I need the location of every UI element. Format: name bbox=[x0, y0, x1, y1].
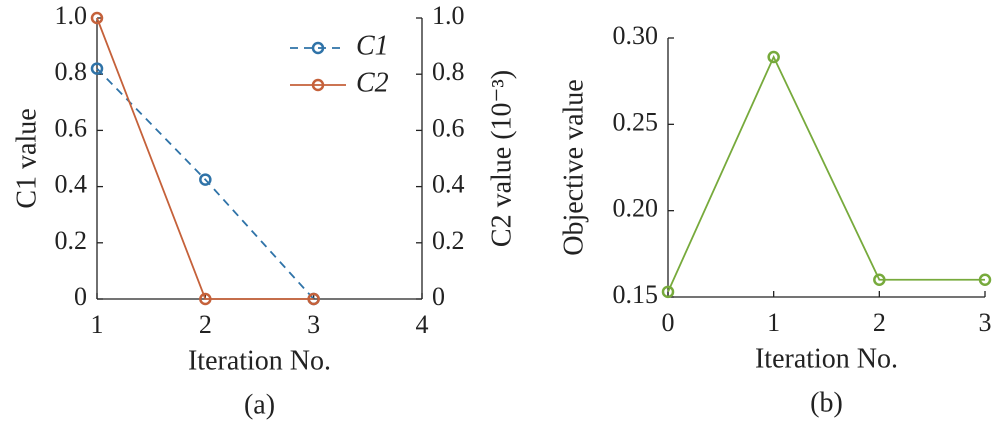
x-tick-label: 3 bbox=[979, 308, 992, 337]
caption: (b) bbox=[810, 387, 843, 418]
legend-marker bbox=[311, 78, 325, 92]
marker bbox=[199, 292, 212, 306]
y-tick-label: 0.25 bbox=[613, 107, 659, 136]
legend-label: C2 bbox=[356, 67, 389, 98]
marker bbox=[199, 173, 212, 186]
marker bbox=[661, 285, 675, 299]
y-axis-label: Objective value bbox=[558, 79, 589, 255]
marker bbox=[873, 273, 886, 286]
marker bbox=[90, 62, 104, 75]
y2-tick-label: 0 bbox=[432, 282, 445, 311]
x-tick-label: 4 bbox=[416, 310, 429, 339]
series-line bbox=[667, 54, 985, 293]
y-tick-label: 0.30 bbox=[613, 21, 659, 50]
caption: (a) bbox=[244, 389, 275, 420]
x-tick-label: 2 bbox=[199, 310, 212, 339]
y2-tick-label: 0.6 bbox=[432, 113, 465, 142]
y2-tick-label: 1.0 bbox=[432, 1, 465, 30]
marker bbox=[307, 292, 320, 306]
y-tick-label: 0.2 bbox=[55, 226, 88, 255]
series-line bbox=[96, 17, 314, 300]
legend-label: C1 bbox=[356, 30, 389, 61]
y-tick-label: 0 bbox=[74, 282, 87, 311]
x-tick-label: 0 bbox=[662, 308, 675, 337]
y-tick-label: 0.6 bbox=[55, 113, 88, 142]
y2-axis-label: C2 value (10⁻³) bbox=[486, 70, 517, 247]
y-axis-label: C1 value bbox=[11, 108, 42, 208]
y-tick-label: 0.20 bbox=[613, 194, 659, 223]
x-axis-label: Iteration No. bbox=[188, 345, 331, 376]
series-line bbox=[96, 67, 315, 300]
y2-tick-label: 0.4 bbox=[432, 170, 465, 199]
legend-marker bbox=[311, 41, 325, 55]
marker bbox=[767, 50, 780, 64]
x-axis-label: Iteration No. bbox=[755, 343, 898, 374]
x-tick-label: 3 bbox=[307, 310, 320, 339]
x-tick-label: 1 bbox=[91, 310, 104, 339]
y-tick-label: 0.8 bbox=[55, 57, 88, 86]
y-tick-label: 0.4 bbox=[55, 170, 88, 199]
marker bbox=[978, 273, 992, 286]
y2-tick-label: 0.8 bbox=[432, 57, 465, 86]
x-tick-label: 2 bbox=[873, 308, 886, 337]
y-tick-label: 0.15 bbox=[613, 280, 659, 309]
marker bbox=[90, 11, 104, 25]
y2-tick-label: 0.2 bbox=[432, 226, 465, 255]
x-tick-label: 1 bbox=[767, 308, 780, 337]
y-tick-label: 1.0 bbox=[55, 1, 88, 30]
